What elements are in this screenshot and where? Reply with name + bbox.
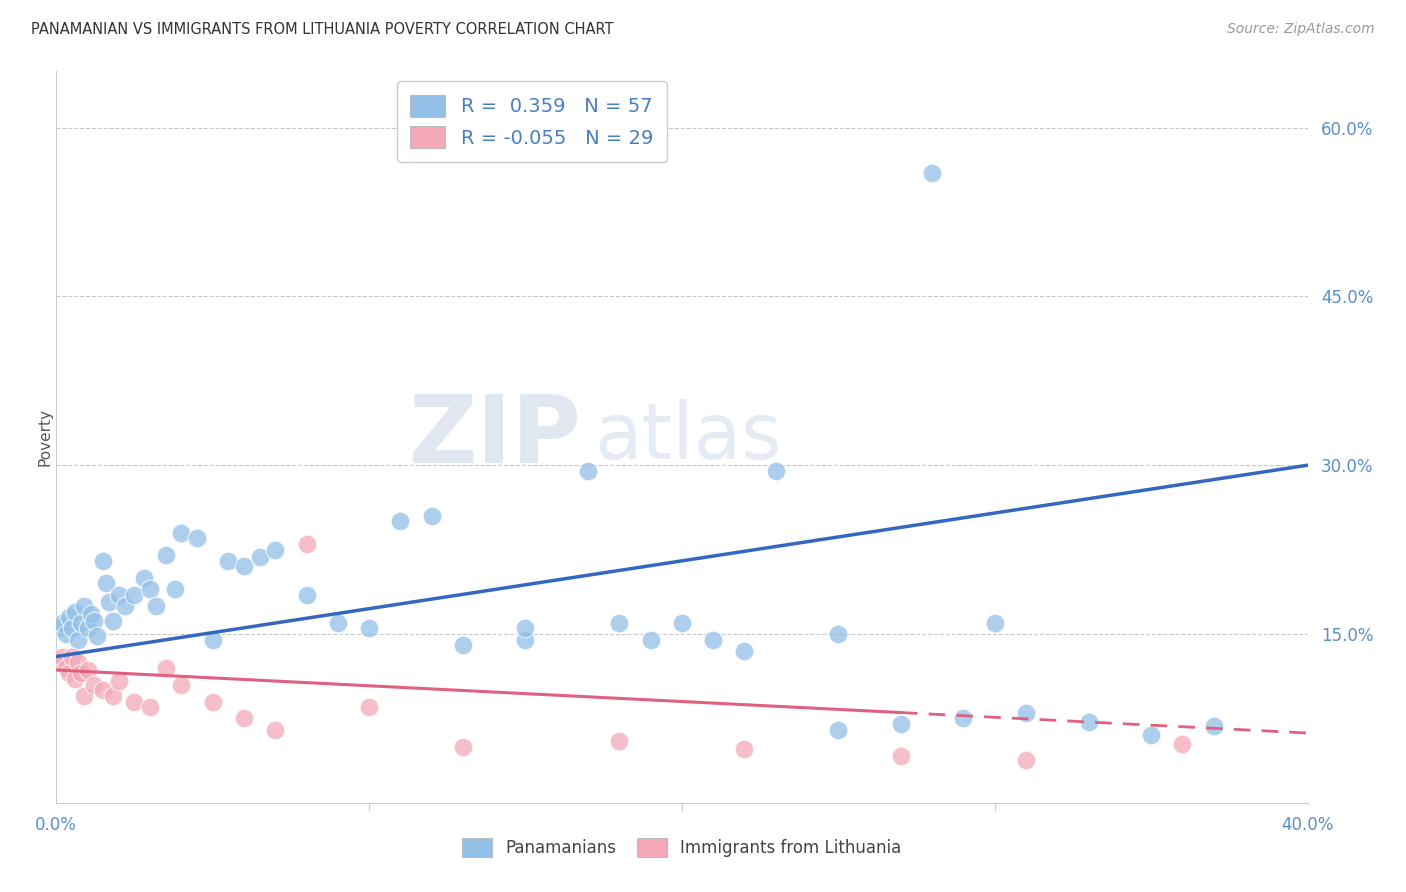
Text: PANAMANIAN VS IMMIGRANTS FROM LITHUANIA POVERTY CORRELATION CHART: PANAMANIAN VS IMMIGRANTS FROM LITHUANIA … — [31, 22, 613, 37]
Point — [155, 548, 177, 562]
Point — [101, 614, 124, 628]
Point — [55, 627, 77, 641]
Point — [295, 537, 318, 551]
Point — [70, 615, 93, 630]
Point — [48, 621, 70, 635]
Point — [101, 689, 124, 703]
Point — [51, 649, 73, 664]
Point — [451, 739, 474, 754]
Point — [609, 734, 631, 748]
Point — [1015, 706, 1038, 720]
Point — [60, 621, 83, 635]
Point — [451, 638, 474, 652]
Point — [1077, 714, 1099, 729]
Point — [170, 525, 193, 540]
Point — [1171, 737, 1194, 751]
Point — [359, 700, 381, 714]
Point — [139, 700, 162, 714]
Point — [765, 464, 787, 478]
Point — [359, 621, 381, 635]
Point — [734, 644, 756, 658]
Point — [73, 689, 96, 703]
Legend: Panamanians, Immigrants from Lithuania: Panamanians, Immigrants from Lithuania — [456, 831, 908, 864]
Point — [86, 629, 108, 643]
Point — [108, 674, 131, 689]
Point — [984, 615, 1007, 630]
Text: atlas: atlas — [595, 399, 782, 475]
Point — [420, 508, 443, 523]
Point — [515, 632, 537, 647]
Point — [609, 615, 631, 630]
Point — [170, 678, 193, 692]
Point — [890, 748, 912, 763]
Point — [233, 559, 256, 574]
Point — [70, 666, 93, 681]
Point — [67, 632, 90, 647]
Point — [139, 582, 162, 596]
Point — [55, 661, 77, 675]
Point — [63, 672, 86, 686]
Text: Source: ZipAtlas.com: Source: ZipAtlas.com — [1227, 22, 1375, 37]
Point — [233, 711, 256, 725]
Point — [702, 632, 724, 647]
Point — [83, 678, 105, 692]
Point — [671, 615, 693, 630]
Point — [91, 683, 114, 698]
Point — [108, 588, 131, 602]
Point — [63, 605, 86, 619]
Point — [389, 515, 412, 529]
Point — [264, 723, 287, 737]
Point — [952, 711, 974, 725]
Point — [124, 694, 146, 708]
Point — [734, 741, 756, 756]
Point — [249, 550, 271, 565]
Point — [145, 599, 167, 613]
Point — [201, 694, 224, 708]
Point — [1140, 728, 1163, 742]
Point — [58, 666, 80, 681]
Point — [79, 607, 101, 621]
Point — [73, 599, 96, 613]
Point — [827, 723, 849, 737]
Point — [124, 588, 146, 602]
Point — [921, 166, 943, 180]
Point — [640, 632, 662, 647]
Point — [165, 582, 187, 596]
Point — [515, 621, 537, 635]
Point — [326, 615, 349, 630]
Point — [201, 632, 224, 647]
Point — [217, 554, 239, 568]
Point — [132, 571, 155, 585]
Point — [60, 649, 83, 664]
Point — [96, 576, 118, 591]
Point — [576, 464, 599, 478]
Point — [155, 661, 177, 675]
Text: ZIP: ZIP — [409, 391, 582, 483]
Point — [51, 615, 73, 630]
Point — [91, 554, 114, 568]
Point — [58, 610, 80, 624]
Point — [890, 717, 912, 731]
Point — [1202, 719, 1225, 733]
Point — [186, 532, 208, 546]
Point — [264, 542, 287, 557]
Point — [48, 655, 70, 669]
Point — [295, 588, 318, 602]
Point — [1015, 753, 1038, 767]
Y-axis label: Poverty: Poverty — [38, 408, 52, 467]
Point — [114, 599, 136, 613]
Point — [76, 621, 98, 635]
Point — [67, 655, 90, 669]
Point — [83, 614, 105, 628]
Point — [98, 595, 121, 609]
Point — [76, 663, 98, 677]
Point — [827, 627, 849, 641]
